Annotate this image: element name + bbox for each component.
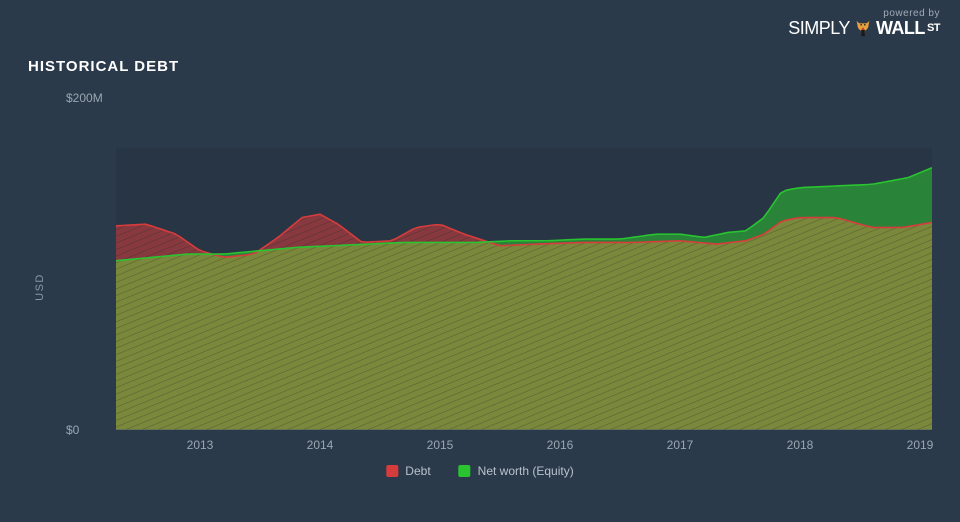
x-tick-label: 2016 [547,438,574,452]
legend-label-equity: Net worth (Equity) [478,464,574,478]
chart-container: USD $0 $200M 2013 2014 2015 2016 2017 2018 2019… [28,92,932,482]
plot-area [116,98,932,430]
y-tick-label: $200M [66,91,103,105]
brand-wall: WALL [876,18,925,39]
y-tick-label: $0 [66,423,79,437]
bull-icon [852,17,874,39]
brand-logo: powered by SIMPLY WALLST [788,8,940,39]
x-tick-label: 2013 [187,438,214,452]
x-tick-label: 2015 [427,438,454,452]
x-tick-label: 2014 [307,438,334,452]
x-tick-label: 2019 [907,438,934,452]
legend-label-debt: Debt [405,464,430,478]
chart-title: HISTORICAL DEBT [28,58,179,75]
legend-swatch-equity [459,465,471,477]
legend: Debt Net worth (Equity) [386,464,573,478]
brand-st: ST [927,22,940,34]
legend-swatch-debt [386,465,398,477]
legend-item-debt: Debt [386,464,430,478]
legend-item-equity: Net worth (Equity) [459,464,574,478]
x-tick-label: 2018 [787,438,814,452]
brand-simply: SIMPLY [788,18,850,39]
x-tick-label: 2017 [667,438,694,452]
y-axis-label: USD [34,273,46,301]
